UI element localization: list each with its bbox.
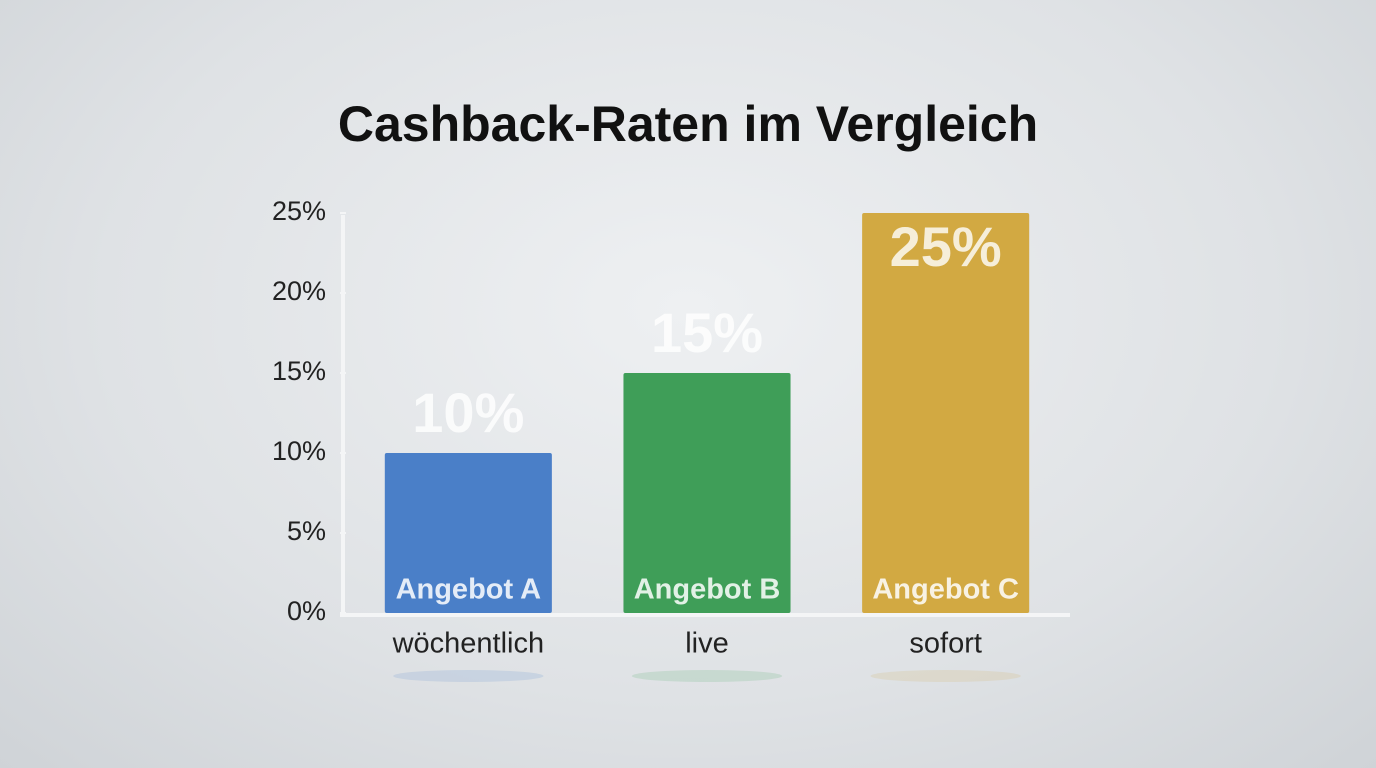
bar-shadow bbox=[393, 670, 544, 682]
bar-shadow bbox=[631, 670, 783, 682]
bar bbox=[623, 373, 791, 613]
bar bbox=[384, 453, 552, 613]
y-tick-label: 5% bbox=[287, 516, 326, 546]
bar-label: Angebot A bbox=[396, 574, 542, 606]
value-label: 10% bbox=[412, 381, 524, 444]
y-tick-label: 0% bbox=[287, 596, 326, 626]
bar-label: Angebot C bbox=[872, 574, 1019, 606]
x-tick-label: wöchentlich bbox=[392, 628, 545, 660]
bar-shadow bbox=[870, 670, 1021, 682]
x-tick-label: sofort bbox=[909, 628, 982, 660]
chart-title: Cashback-Raten im Vergleich bbox=[338, 96, 1038, 152]
bar-label: Angebot B bbox=[634, 574, 781, 606]
x-tick-label: live bbox=[685, 628, 729, 660]
y-tick-label: 20% bbox=[272, 276, 326, 306]
bar bbox=[862, 213, 1030, 613]
value-label: 25% bbox=[890, 215, 1002, 278]
y-tick-label: 25% bbox=[272, 196, 326, 226]
y-tick-label: 10% bbox=[272, 436, 326, 466]
value-label: 15% bbox=[651, 301, 763, 364]
y-tick-label: 15% bbox=[272, 356, 326, 386]
